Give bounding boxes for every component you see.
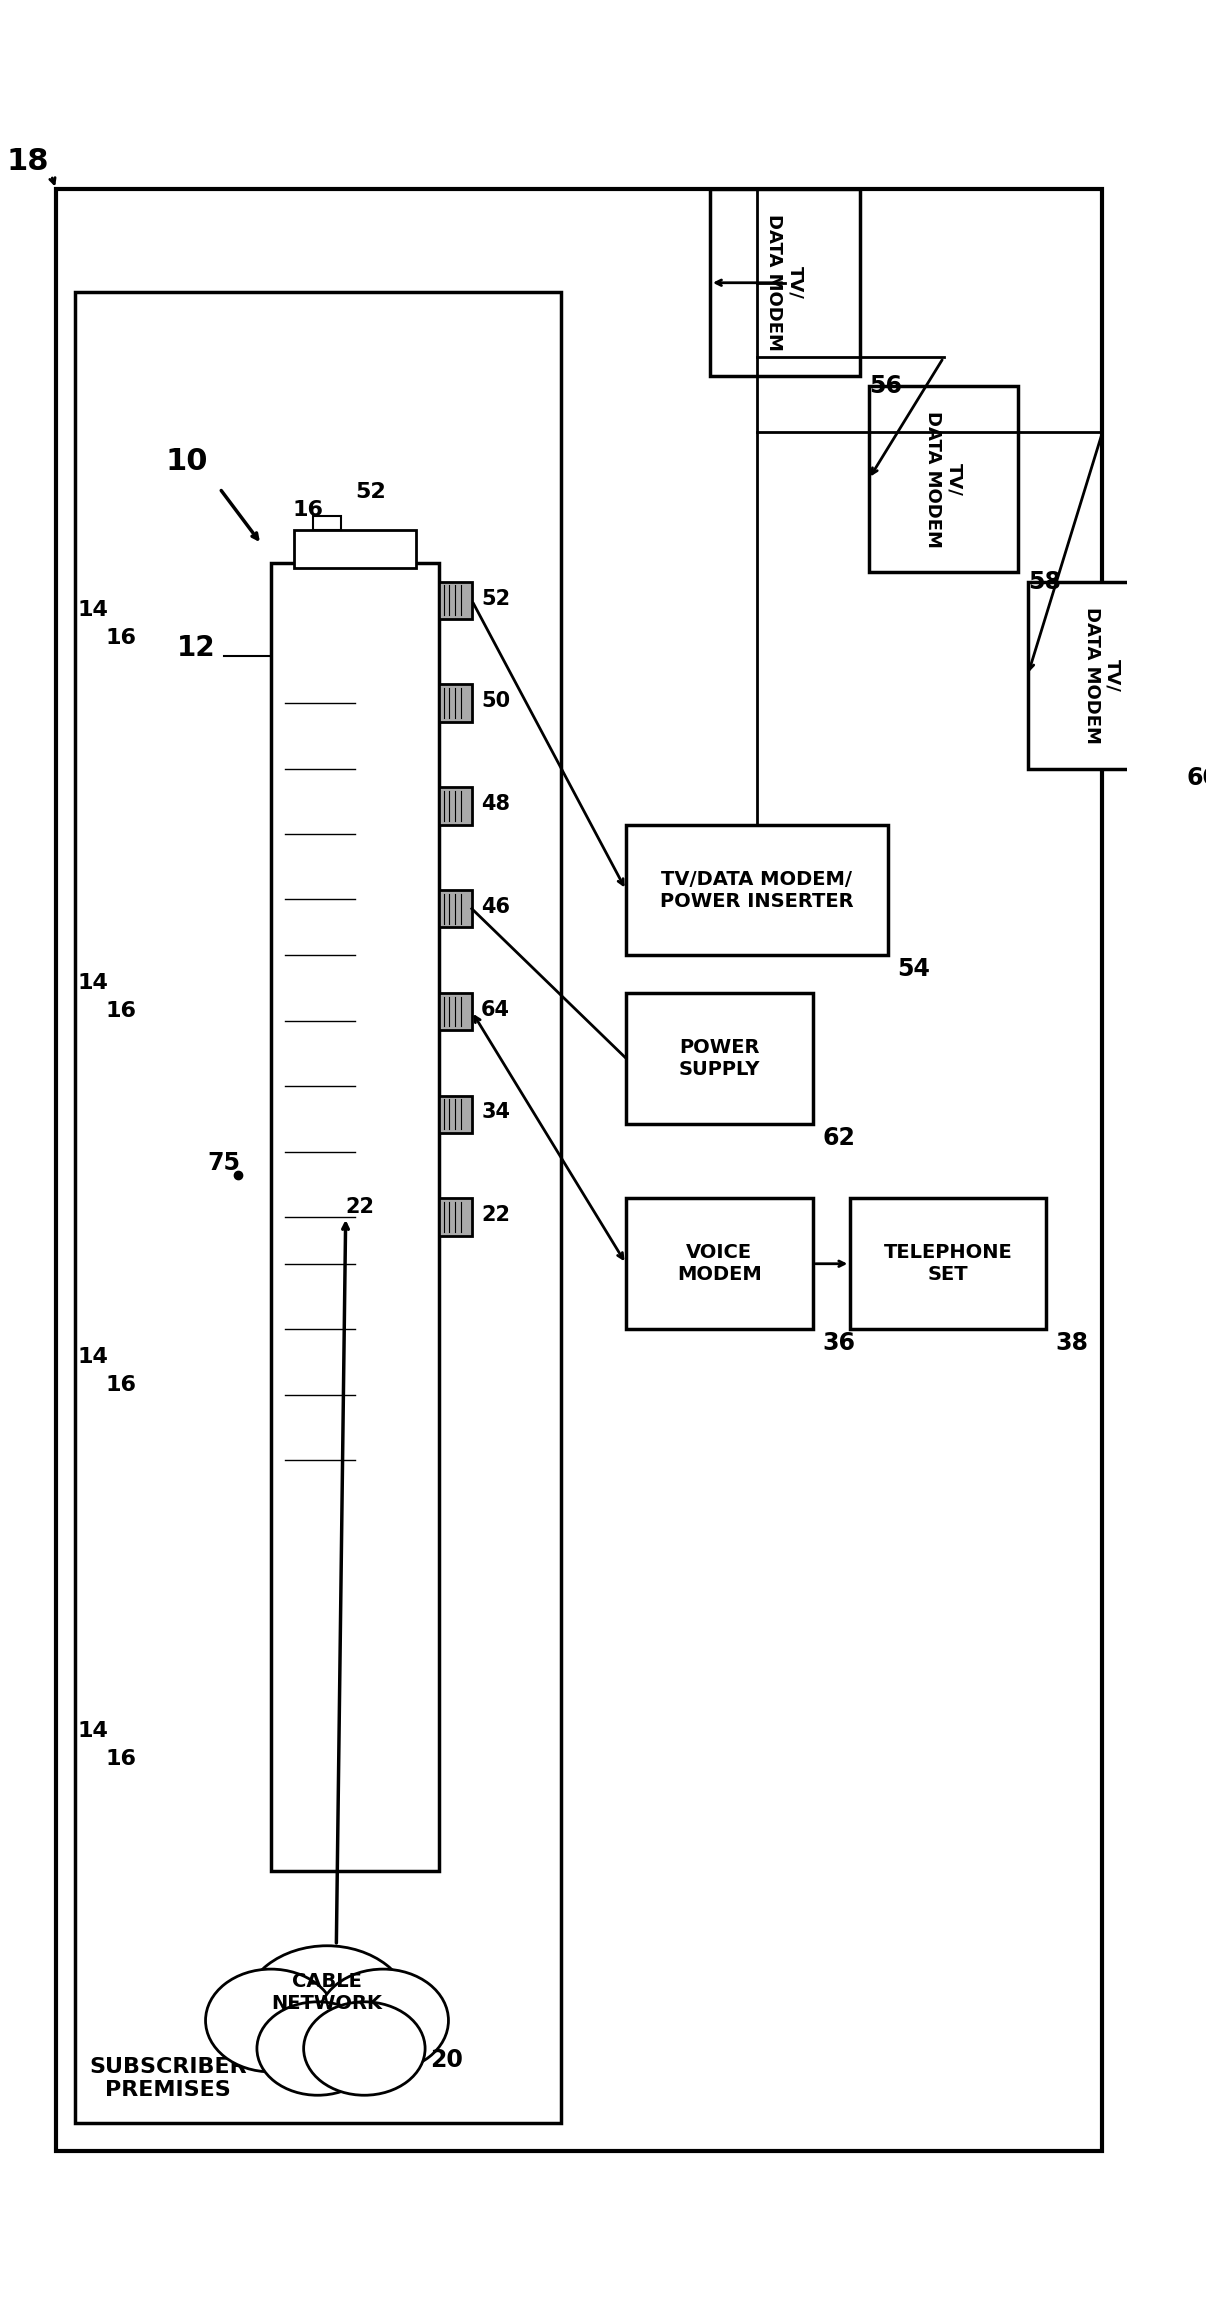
Text: 64: 64 [481, 1000, 510, 1019]
Text: TV/
DATA MODEM: TV/ DATA MODEM [766, 214, 804, 350]
Bar [1028, 583, 1177, 768]
Text: 38: 38 [1055, 1332, 1089, 1355]
Text: 75: 75 [207, 1151, 241, 1174]
Text: 60: 60 [1187, 766, 1206, 789]
Text: 10: 10 [165, 446, 209, 476]
Text: 16: 16 [106, 1376, 137, 1395]
Bar [868, 385, 1018, 573]
Bar [439, 583, 472, 620]
Bar [626, 824, 888, 956]
Bar [439, 787, 472, 824]
Text: TV/
DATA MODEM: TV/ DATA MODEM [924, 411, 964, 548]
Bar [710, 190, 860, 376]
Text: 56: 56 [868, 374, 902, 397]
Text: TELEPHONE
SET: TELEPHONE SET [884, 1244, 1013, 1284]
Text: 62: 62 [822, 1126, 855, 1149]
Bar [850, 1198, 1047, 1330]
Ellipse shape [205, 1968, 336, 2073]
Text: 36: 36 [822, 1332, 855, 1355]
Bar [626, 1198, 813, 1330]
Text: 14: 14 [78, 1346, 109, 1367]
Text: 16: 16 [106, 1000, 137, 1021]
Bar [439, 685, 472, 722]
Bar [439, 993, 472, 1031]
Text: 20: 20 [429, 2047, 463, 2073]
Text: 14: 14 [78, 972, 109, 993]
Bar [294, 529, 416, 569]
Text: 14: 14 [78, 1720, 109, 1741]
Text: 34: 34 [481, 1102, 510, 1123]
Text: TV/
DATA MODEM: TV/ DATA MODEM [1083, 606, 1122, 743]
Text: 50: 50 [481, 692, 510, 710]
Text: 46: 46 [481, 896, 510, 917]
Text: 54: 54 [897, 959, 930, 982]
Text: 52: 52 [481, 590, 510, 608]
Ellipse shape [304, 2001, 425, 2096]
Ellipse shape [317, 1968, 449, 2073]
Text: TV/DATA MODEM/
POWER INSERTER: TV/DATA MODEM/ POWER INSERTER [660, 870, 854, 910]
Ellipse shape [257, 2001, 379, 2096]
Bar [626, 993, 813, 1123]
Text: 18: 18 [7, 146, 49, 176]
Text: 48: 48 [481, 794, 510, 815]
Text: 16: 16 [106, 1750, 137, 1769]
Bar [439, 1096, 472, 1133]
Bar [271, 564, 439, 1871]
Text: 16: 16 [106, 627, 137, 648]
Text: 16: 16 [293, 501, 323, 520]
Bar [439, 889, 472, 928]
Text: 22: 22 [481, 1205, 510, 1225]
Ellipse shape [242, 1945, 411, 2077]
Text: 12: 12 [177, 634, 216, 661]
Text: SUBSCRIBER
PREMISES: SUBSCRIBER PREMISES [89, 2056, 247, 2101]
Text: 58: 58 [1028, 569, 1061, 594]
Text: CABLE
NETWORK: CABLE NETWORK [271, 1973, 382, 2012]
Bar [439, 1198, 472, 1235]
Text: 14: 14 [78, 599, 109, 620]
Text: 22: 22 [346, 1198, 375, 1216]
Bar [314, 515, 341, 529]
Text: POWER
SUPPLY: POWER SUPPLY [679, 1037, 760, 1079]
Text: 52: 52 [355, 483, 386, 501]
Text: VOICE
MODEM: VOICE MODEM [677, 1244, 762, 1284]
Bar [75, 292, 561, 2124]
